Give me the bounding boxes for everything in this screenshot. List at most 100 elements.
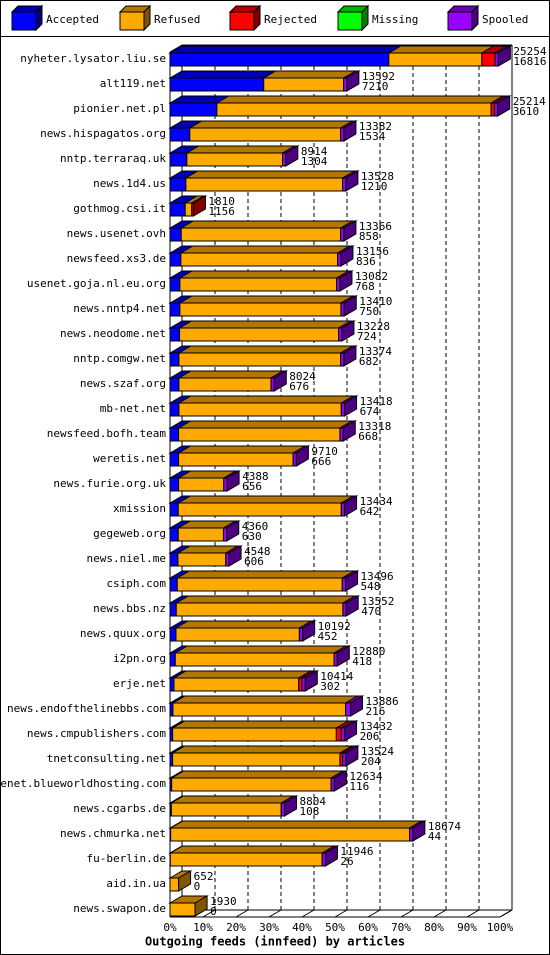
- accepted-label: 750: [359, 305, 379, 318]
- total-label: 13496: [361, 570, 394, 583]
- bar-segment: [172, 752, 341, 767]
- y-tick-label: news.swapon.de: [73, 902, 166, 915]
- y-tick-label: news.cmpublishers.com: [27, 727, 166, 740]
- accepted-label: 1304: [301, 155, 328, 168]
- total-label: 13592: [362, 70, 395, 83]
- bar-side: [178, 870, 192, 892]
- bar-segment: [263, 77, 345, 92]
- total-label: 25214: [513, 95, 546, 108]
- legend-swatch: [447, 11, 473, 31]
- total-label: 11946: [340, 845, 373, 858]
- bar-segment-top: [179, 220, 355, 229]
- total-label: 4388: [242, 470, 269, 483]
- bar-segment: [169, 327, 181, 342]
- bar-segment-top: [386, 45, 496, 54]
- bar-side: [194, 895, 208, 917]
- accepted-label: 470: [361, 605, 381, 618]
- bar-side: [228, 545, 242, 567]
- bar-side: [336, 645, 350, 667]
- bar-segment: [345, 702, 352, 717]
- total-label: 13552: [361, 595, 394, 608]
- accepted-label: 452: [318, 630, 338, 643]
- bar-side: [304, 670, 318, 692]
- bar-segment: [178, 477, 225, 492]
- bar-side: [284, 795, 298, 817]
- legend-swatch: [119, 11, 145, 31]
- y-tick-label: tnetconsulting.net: [47, 752, 166, 765]
- accepted-label: 676: [289, 380, 309, 393]
- total-label: 25254: [513, 45, 546, 58]
- y-tick-label: gothmog.csi.it: [73, 202, 166, 215]
- bar-segment: [169, 77, 265, 92]
- y-tick-label: news.szaf.org: [80, 377, 166, 390]
- total-label: 13524: [361, 745, 394, 758]
- bar-side: [340, 245, 354, 267]
- accepted-label: 204: [361, 755, 381, 768]
- y-tick-label: alt119.net: [100, 77, 166, 90]
- bar-segment-top: [176, 420, 354, 429]
- bar-segment: [184, 202, 193, 217]
- bar-segment: [169, 502, 179, 517]
- bar-segment: [175, 602, 344, 617]
- total-label: 13528: [361, 170, 394, 183]
- accepted-label: 642: [360, 505, 380, 518]
- bar-side: [497, 95, 511, 117]
- total-label: 12880: [352, 645, 385, 658]
- bar-segment: [169, 527, 179, 542]
- total-label: 9710: [311, 445, 338, 458]
- bar-segment: [172, 702, 347, 717]
- y-tick-label: mb-net.net: [100, 402, 166, 415]
- x-tick: [466, 909, 480, 918]
- bar-segment-top: [168, 70, 278, 79]
- total-label: 4548: [244, 545, 271, 558]
- bar-segment: [170, 802, 282, 817]
- bar-segment-top: [187, 120, 355, 129]
- accepted-label: 16816: [513, 55, 546, 68]
- bar-segment: [169, 877, 180, 892]
- total-label: 13886: [366, 695, 399, 708]
- bar-segment: [169, 427, 180, 442]
- bar-segment: [176, 577, 343, 592]
- x-tick-label: 60%: [358, 921, 378, 934]
- accepted-label: 0: [194, 880, 201, 893]
- bar-side: [344, 395, 358, 417]
- bar-segment: [179, 277, 338, 292]
- bar-side: [345, 745, 359, 767]
- bar-side: [345, 170, 359, 192]
- accepted-label: 7210: [362, 80, 389, 93]
- bar-side: [345, 595, 359, 617]
- bar-side: [226, 470, 240, 492]
- accepted-label: 3610: [513, 105, 540, 118]
- accepted-label: 116: [349, 780, 369, 793]
- x-tick-label: 10%: [193, 921, 213, 934]
- y-tick-label: aid.in.ua: [106, 877, 166, 890]
- total-label: 8914: [301, 145, 328, 158]
- legend-label: Spooled: [482, 13, 528, 26]
- total-label: 13366: [359, 220, 392, 233]
- accepted-label: 630: [242, 530, 262, 543]
- bar-segment: [169, 477, 180, 492]
- x-tick-label: 100%: [487, 921, 514, 934]
- bar-side: [295, 445, 309, 467]
- bar-segment: [185, 177, 344, 192]
- accepted-label: 1210: [361, 180, 388, 193]
- bar-side: [192, 195, 206, 217]
- total-label: 12634: [349, 770, 382, 783]
- bar-segment-top: [168, 820, 424, 829]
- bar-side: [412, 820, 426, 842]
- y-tick-label: erje.net: [113, 677, 166, 690]
- bar-segment: [169, 127, 191, 142]
- y-tick-label: news.hispagatos.org: [40, 127, 166, 140]
- bar-side: [302, 620, 316, 642]
- bar-segment: [180, 227, 342, 242]
- bar-segment: [216, 102, 492, 117]
- x-tick: [301, 909, 315, 918]
- y-tick-label: news.furie.org.uk: [53, 477, 166, 490]
- bar-segment: [175, 627, 300, 642]
- bar-segment: [481, 52, 496, 67]
- bar-segment-top: [215, 95, 505, 104]
- y-tick-label: nntp.terraraq.uk: [60, 152, 166, 165]
- y-tick-label: xmission: [113, 502, 166, 515]
- bar-segment-top: [183, 170, 357, 179]
- bar-side: [343, 345, 357, 367]
